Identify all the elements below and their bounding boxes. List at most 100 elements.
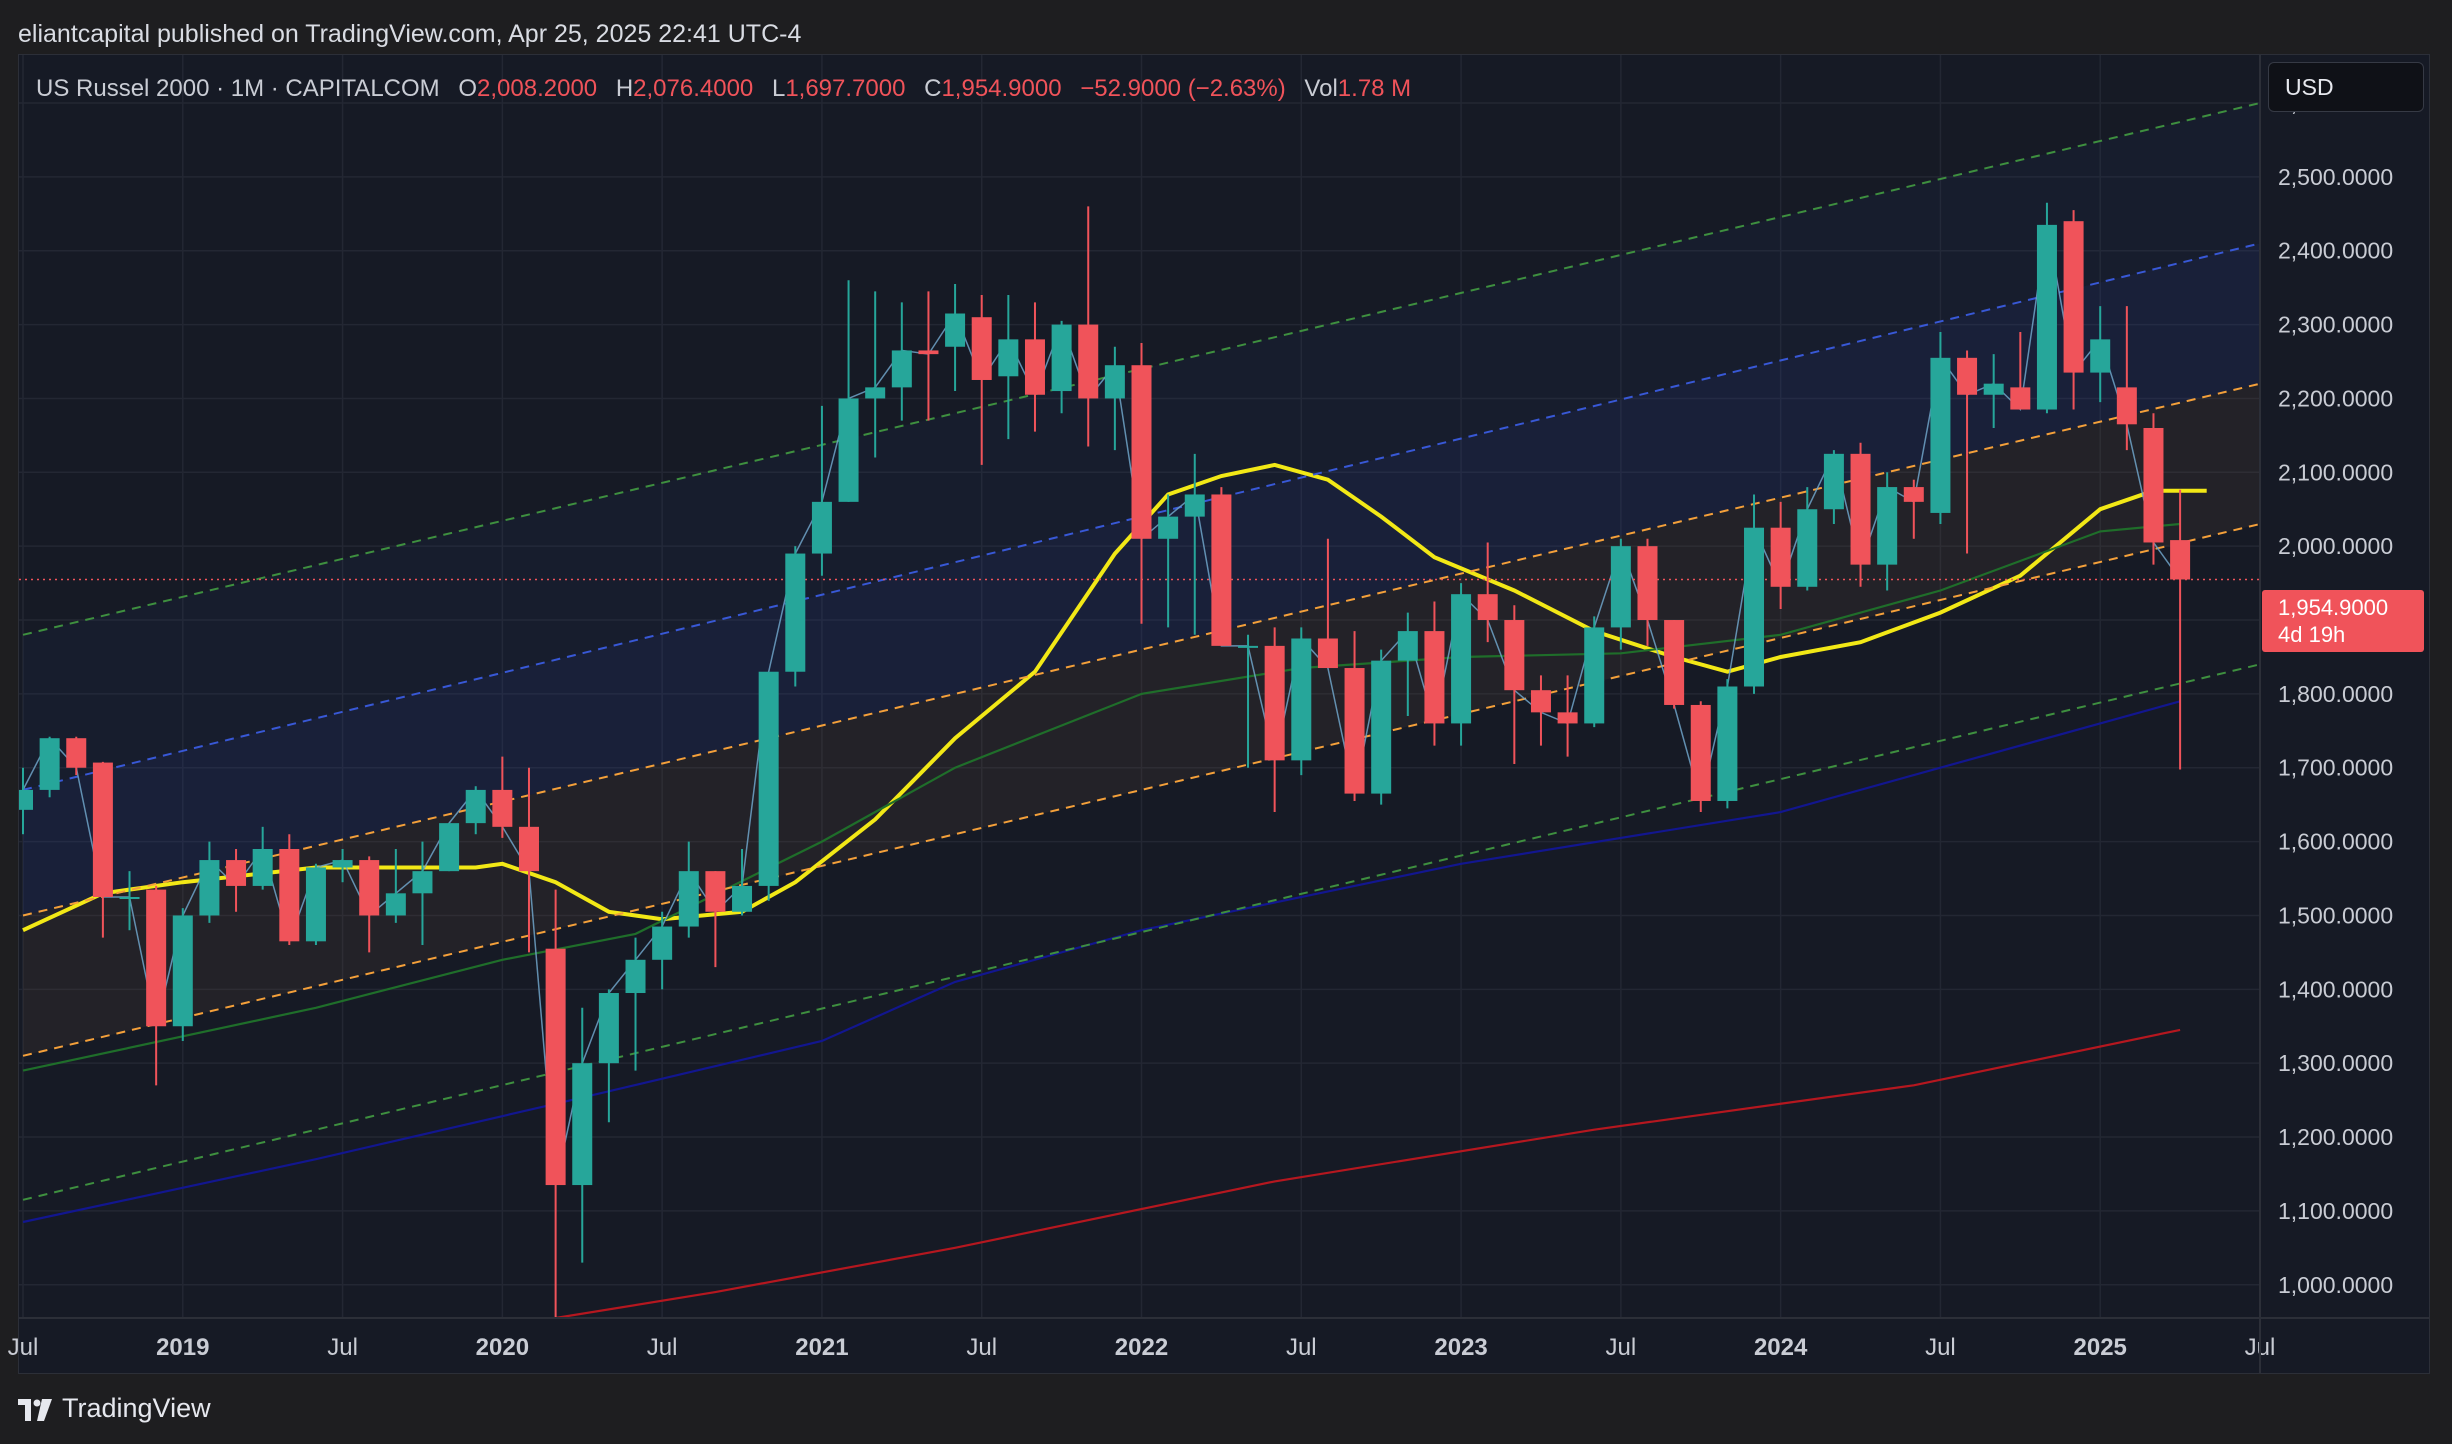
candle-body [945,313,966,347]
price-tick-label: 1,500.0000 [2278,902,2393,928]
candle-body [2063,221,2084,373]
candle-body [838,398,859,502]
price-tick-label: 2,500.0000 [2278,164,2393,190]
volume-value: 1.78 M [1337,75,1412,102]
candle-body [1530,690,1551,713]
axes: 1,000.0000 1,100.0000 1,200.0000 1,300.0000… [8,55,2430,1373]
candle-body [1317,638,1338,669]
candle-body [1451,594,1472,724]
candle-body [226,860,247,886]
candle-body [1584,627,1605,724]
price-tick-label: 2,300.0000 [2278,312,2393,338]
candle-body [359,860,380,916]
candle-body [39,738,60,790]
time-tick-label: Jul [1606,1334,1637,1361]
candle-body [1264,645,1285,761]
time-tick-label: Jul [1925,1334,1956,1361]
candle-body [1371,660,1392,794]
candle-body [119,897,140,899]
low-value: 1,697.7000 [785,75,906,102]
price-tick-label: 1,100.0000 [2278,1198,2393,1224]
candle-body [1797,509,1818,587]
publisher-line: eliantcapital published on TradingView.c… [18,20,802,48]
close-label: C [924,75,942,102]
time-tick-label: Jul [1286,1334,1317,1361]
candle-body [1557,712,1578,724]
close-line [22,224,2181,1186]
candle-body [1131,365,1152,539]
candle-body [598,993,619,1064]
candle-body [652,926,673,960]
candle-body [1477,594,1498,621]
candle-body [572,1063,593,1186]
candle-body [92,762,113,897]
candle-body [1823,453,1844,510]
time-tick-label: 2024 [1754,1334,1808,1361]
candle-body [1397,631,1418,661]
volume-label: Vol [1304,75,1338,102]
candle-body [412,871,433,894]
price-tick-label: 1,800.0000 [2278,681,2393,707]
candle-body [439,823,460,872]
candle-body [918,350,939,355]
candle-body [545,948,566,1186]
tradingview-logo-icon [18,1398,52,1421]
low-label: L [771,75,786,102]
time-tick-label: 2019 [156,1334,209,1361]
candle-body [758,671,779,886]
candle-body [252,848,273,886]
candle-body [678,871,699,927]
open-value: 2,008.2000 [477,75,598,102]
candle-body [1744,527,1765,687]
change-value: −52.9000 (−2.63%) [1080,75,1286,102]
candle-body [492,789,513,827]
candle-body [172,915,193,1027]
candle-body [1211,494,1232,646]
candle-body [1238,645,1259,648]
candle-countdown: 4d 19h [2278,622,2346,647]
price-tick-label: 1,700.0000 [2278,755,2393,781]
candle-body [199,860,220,916]
candle-body [465,789,486,824]
candle-body [1770,527,1791,587]
symbol-name[interactable]: US Russel 2000 · 1M · CAPITALCOM [36,75,440,102]
candle-body [1078,324,1099,399]
high-value: 2,076.4000 [633,75,754,102]
candle-body [1184,494,1205,517]
candle-body [385,893,406,916]
chart-frame[interactable] [18,54,2430,1374]
candle-body [1877,487,1898,565]
candle-body [2090,339,2111,373]
candle-body [785,553,806,672]
currency-button[interactable]: USD [2268,62,2424,112]
candles [19,202,2191,1318]
price-tick-label: 1,600.0000 [2278,829,2393,855]
price-tick-label: 2,100.0000 [2278,459,2393,485]
last-price-value: 1,954.9000 [2278,595,2389,620]
candle-body [705,871,726,912]
time-tick-label: Jul [647,1334,678,1361]
candle-body [279,848,300,942]
candle-body [1690,704,1711,801]
candle-body [1344,668,1365,794]
symbol-legend[interactable]: US Russel 2000 · 1M · CAPITALCOM O2,008.… [36,72,1411,106]
last-price-badge: 1,954.9000 4d 19h [2262,590,2424,652]
candle-body [1930,357,1951,513]
candle-body [1504,620,1525,691]
candle-body [732,885,753,912]
candle-body [971,317,992,380]
high-label: H [615,75,634,102]
tradingview-brand[interactable]: TradingView [18,1388,211,1428]
price-tick-label: 1,300.0000 [2278,1050,2393,1076]
price-tick-label: 1,200.0000 [2278,1124,2393,1150]
candle-body [1024,339,1045,395]
time-tick-label: 2022 [1115,1334,1168,1361]
candle-body [2010,387,2031,410]
time-tick-label: 2021 [795,1334,848,1361]
candle-body [1957,357,1978,395]
candle-body [1610,546,1631,628]
time-tick-label: 2023 [1434,1334,1487,1361]
open-label: O [458,75,478,102]
candle-body [1104,365,1125,399]
